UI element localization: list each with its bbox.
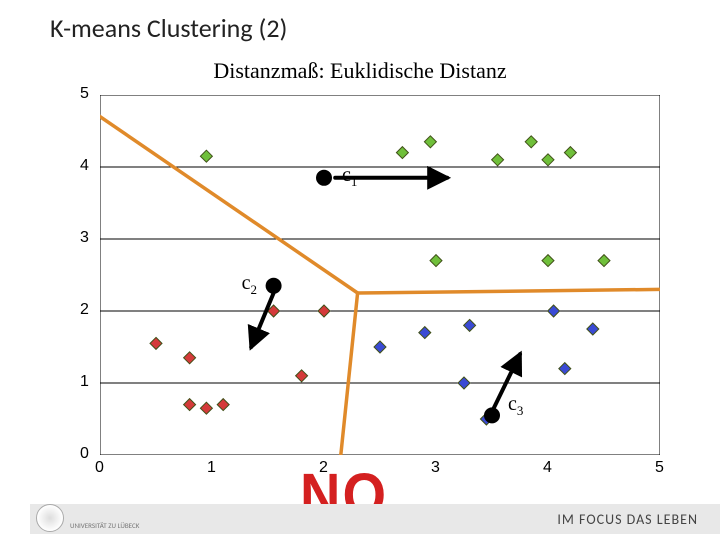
ytick-label: 5	[80, 85, 89, 103]
kmeans-chart: c1c2c3012345012345	[100, 95, 660, 455]
ytick-label: 2	[80, 301, 89, 319]
ytick-label: 4	[80, 157, 89, 175]
xtick-label: 1	[207, 459, 216, 477]
chart-svg	[100, 95, 660, 455]
chart-subtitle: Distanzmaß: Euklidische Distanz	[0, 58, 720, 84]
university-seal-icon	[36, 504, 64, 532]
footer-right-text: IM FOCUS DAS LEBEN	[557, 511, 698, 528]
centroid-label-c1: c1	[342, 164, 357, 190]
ytick-label: 1	[80, 373, 89, 391]
xtick-label: 3	[431, 459, 440, 477]
centroid-label-c3: c3	[508, 393, 523, 419]
ytick-label: 3	[80, 229, 89, 247]
ytick-label: 0	[80, 445, 89, 463]
xtick-label: 5	[655, 459, 664, 477]
centroid-label-c2: c2	[242, 272, 257, 298]
page-title: K-means Clustering (2)	[50, 12, 287, 44]
xtick-label: 0	[95, 459, 104, 477]
xtick-label: 4	[543, 459, 552, 477]
footer-left-text: UNIVERSITÄT ZU LÜBECK	[70, 522, 139, 530]
